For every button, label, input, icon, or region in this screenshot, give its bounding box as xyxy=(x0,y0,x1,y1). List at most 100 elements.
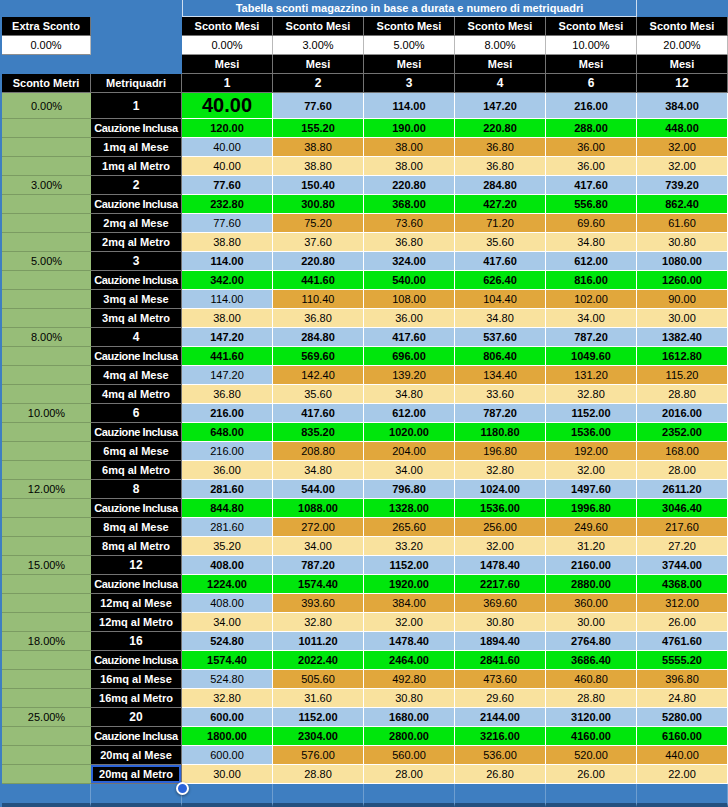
price-cell[interactable]: 30.80 xyxy=(364,689,455,708)
price-cell[interactable]: 26.80 xyxy=(455,765,546,784)
metriquadri-size-cell[interactable]: 1 xyxy=(91,93,182,119)
price-cell[interactable]: 739.20 xyxy=(637,176,728,195)
price-cell[interactable]: 77.60 xyxy=(182,176,273,195)
price-cell[interactable]: 30.00 xyxy=(182,765,273,784)
metri-discount-cell[interactable] xyxy=(2,765,91,784)
price-cell[interactable]: 1800.00 xyxy=(182,727,273,746)
metri-discount-cell[interactable] xyxy=(2,746,91,765)
metri-discount-cell[interactable] xyxy=(2,727,91,746)
empty-cell[interactable] xyxy=(2,784,91,807)
price-cell[interactable]: 28.80 xyxy=(637,385,728,404)
price-cell[interactable]: 3744.00 xyxy=(637,556,728,575)
price-cell[interactable]: 492.80 xyxy=(364,670,455,689)
price-cell[interactable]: 34.80 xyxy=(546,233,637,252)
price-cell[interactable]: 524.80 xyxy=(182,670,273,689)
metri-discount-cell[interactable]: 8.00% xyxy=(2,328,91,347)
price-cell[interactable]: 36.80 xyxy=(182,385,273,404)
price-cell[interactable]: 32.80 xyxy=(455,461,546,480)
price-cell[interactable]: 30.80 xyxy=(637,233,728,252)
price-cell[interactable]: 862.40 xyxy=(637,195,728,214)
price-cell[interactable]: 26.00 xyxy=(637,613,728,632)
metri-discount-cell[interactable] xyxy=(2,537,91,556)
metri-discount-cell[interactable] xyxy=(2,461,91,480)
price-cell[interactable]: 2217.60 xyxy=(455,575,546,594)
metri-discount-cell[interactable] xyxy=(2,385,91,404)
price-cell[interactable]: 38.80 xyxy=(273,138,364,157)
price-cell[interactable]: 120.00 xyxy=(182,119,273,138)
metri-discount-cell[interactable] xyxy=(2,119,91,138)
price-cell[interactable]: 408.00 xyxy=(182,556,273,575)
price-cell[interactable]: 3046.40 xyxy=(637,499,728,518)
price-cell[interactable]: 32.00 xyxy=(364,613,455,632)
row-label-cauzione[interactable]: Cauzione Inclusa xyxy=(91,651,182,670)
row-label-metro[interactable]: 4mq al Metro xyxy=(91,385,182,404)
row-label-mese[interactable]: 2mq al Mese xyxy=(91,214,182,233)
header-mesi[interactable]: Mesi xyxy=(364,55,455,74)
empty-cell[interactable] xyxy=(273,784,364,807)
price-cell[interactable]: 505.60 xyxy=(273,670,364,689)
row-label-metro[interactable]: 1mq al Metro xyxy=(91,157,182,176)
price-cell[interactable]: 1049.60 xyxy=(546,347,637,366)
price-cell[interactable]: 600.00 xyxy=(182,708,273,727)
metri-discount-cell[interactable] xyxy=(2,138,91,157)
metri-discount-cell[interactable] xyxy=(2,195,91,214)
price-cell[interactable]: 232.80 xyxy=(182,195,273,214)
header-mesi[interactable]: Mesi xyxy=(182,55,273,74)
row-label-cauzione[interactable]: Cauzione Inclusa xyxy=(91,423,182,442)
metri-discount-cell[interactable] xyxy=(2,157,91,176)
price-cell[interactable]: 3686.40 xyxy=(546,651,637,670)
price-cell[interactable]: 1680.00 xyxy=(364,708,455,727)
metri-discount-cell[interactable] xyxy=(2,594,91,613)
price-cell[interactable]: 32.80 xyxy=(182,689,273,708)
price-cell[interactable]: 1536.00 xyxy=(455,499,546,518)
price-cell[interactable]: 569.60 xyxy=(273,347,364,366)
price-cell[interactable]: 108.00 xyxy=(364,290,455,309)
metri-discount-cell[interactable] xyxy=(2,689,91,708)
price-cell[interactable]: 4160.00 xyxy=(546,727,637,746)
row-label-metro[interactable]: 3mq al Metro xyxy=(91,309,182,328)
price-cell[interactable]: 115.20 xyxy=(637,366,728,385)
metri-discount-cell[interactable]: 5.00% xyxy=(2,252,91,271)
price-cell[interactable]: 6160.00 xyxy=(637,727,728,746)
metri-discount-cell[interactable]: 10.00% xyxy=(2,404,91,423)
price-cell[interactable]: 30.00 xyxy=(637,309,728,328)
metri-discount-cell[interactable] xyxy=(2,651,91,670)
empty-cell[interactable] xyxy=(637,784,728,807)
month-discount-value[interactable]: 0.00% xyxy=(182,36,273,55)
price-cell[interactable]: 28.00 xyxy=(364,765,455,784)
price-cell[interactable]: 1020.00 xyxy=(364,423,455,442)
price-cell[interactable]: 1536.00 xyxy=(546,423,637,442)
price-cell[interactable]: 35.60 xyxy=(455,233,546,252)
price-cell[interactable]: 32.80 xyxy=(273,613,364,632)
price-cell[interactable]: 36.00 xyxy=(546,138,637,157)
price-cell[interactable]: 1260.00 xyxy=(637,271,728,290)
row-label-metro[interactable]: 12mq al Metro xyxy=(91,613,182,632)
price-cell[interactable]: 147.20 xyxy=(455,93,546,119)
price-cell[interactable]: 142.40 xyxy=(273,366,364,385)
row-label-cauzione[interactable]: Cauzione Inclusa xyxy=(91,119,182,138)
price-cell[interactable]: 220.80 xyxy=(364,176,455,195)
price-cell[interactable]: 1894.40 xyxy=(455,632,546,651)
price-cell[interactable]: 473.60 xyxy=(455,670,546,689)
table-title[interactable]: Tabella sconti magazzino in base a durat… xyxy=(182,0,637,17)
metri-discount-cell[interactable]: 3.00% xyxy=(2,176,91,195)
price-cell[interactable]: 1574.40 xyxy=(273,575,364,594)
metriquadri-size-cell[interactable]: 3 xyxy=(91,252,182,271)
month-discount-value[interactable]: 5.00% xyxy=(364,36,455,55)
price-cell[interactable]: 32.80 xyxy=(546,385,637,404)
price-cell[interactable]: 787.20 xyxy=(273,556,364,575)
price-cell[interactable]: 1011.20 xyxy=(273,632,364,651)
price-cell[interactable]: 34.80 xyxy=(455,309,546,328)
empty-cell[interactable] xyxy=(455,784,546,807)
price-cell[interactable]: 441.60 xyxy=(182,347,273,366)
price-cell[interactable]: 220.80 xyxy=(455,119,546,138)
price-cell[interactable]: 35.20 xyxy=(182,537,273,556)
price-cell[interactable]: 216.00 xyxy=(182,442,273,461)
month-discount-value[interactable]: 20.00% xyxy=(637,36,728,55)
header-mesi[interactable]: Mesi xyxy=(637,55,728,74)
header-sconto-metri[interactable]: Sconto Metri xyxy=(2,74,91,93)
price-cell[interactable]: 90.00 xyxy=(637,290,728,309)
price-cell[interactable]: 440.00 xyxy=(637,746,728,765)
price-cell[interactable]: 787.20 xyxy=(546,328,637,347)
price-cell[interactable]: 696.00 xyxy=(364,347,455,366)
